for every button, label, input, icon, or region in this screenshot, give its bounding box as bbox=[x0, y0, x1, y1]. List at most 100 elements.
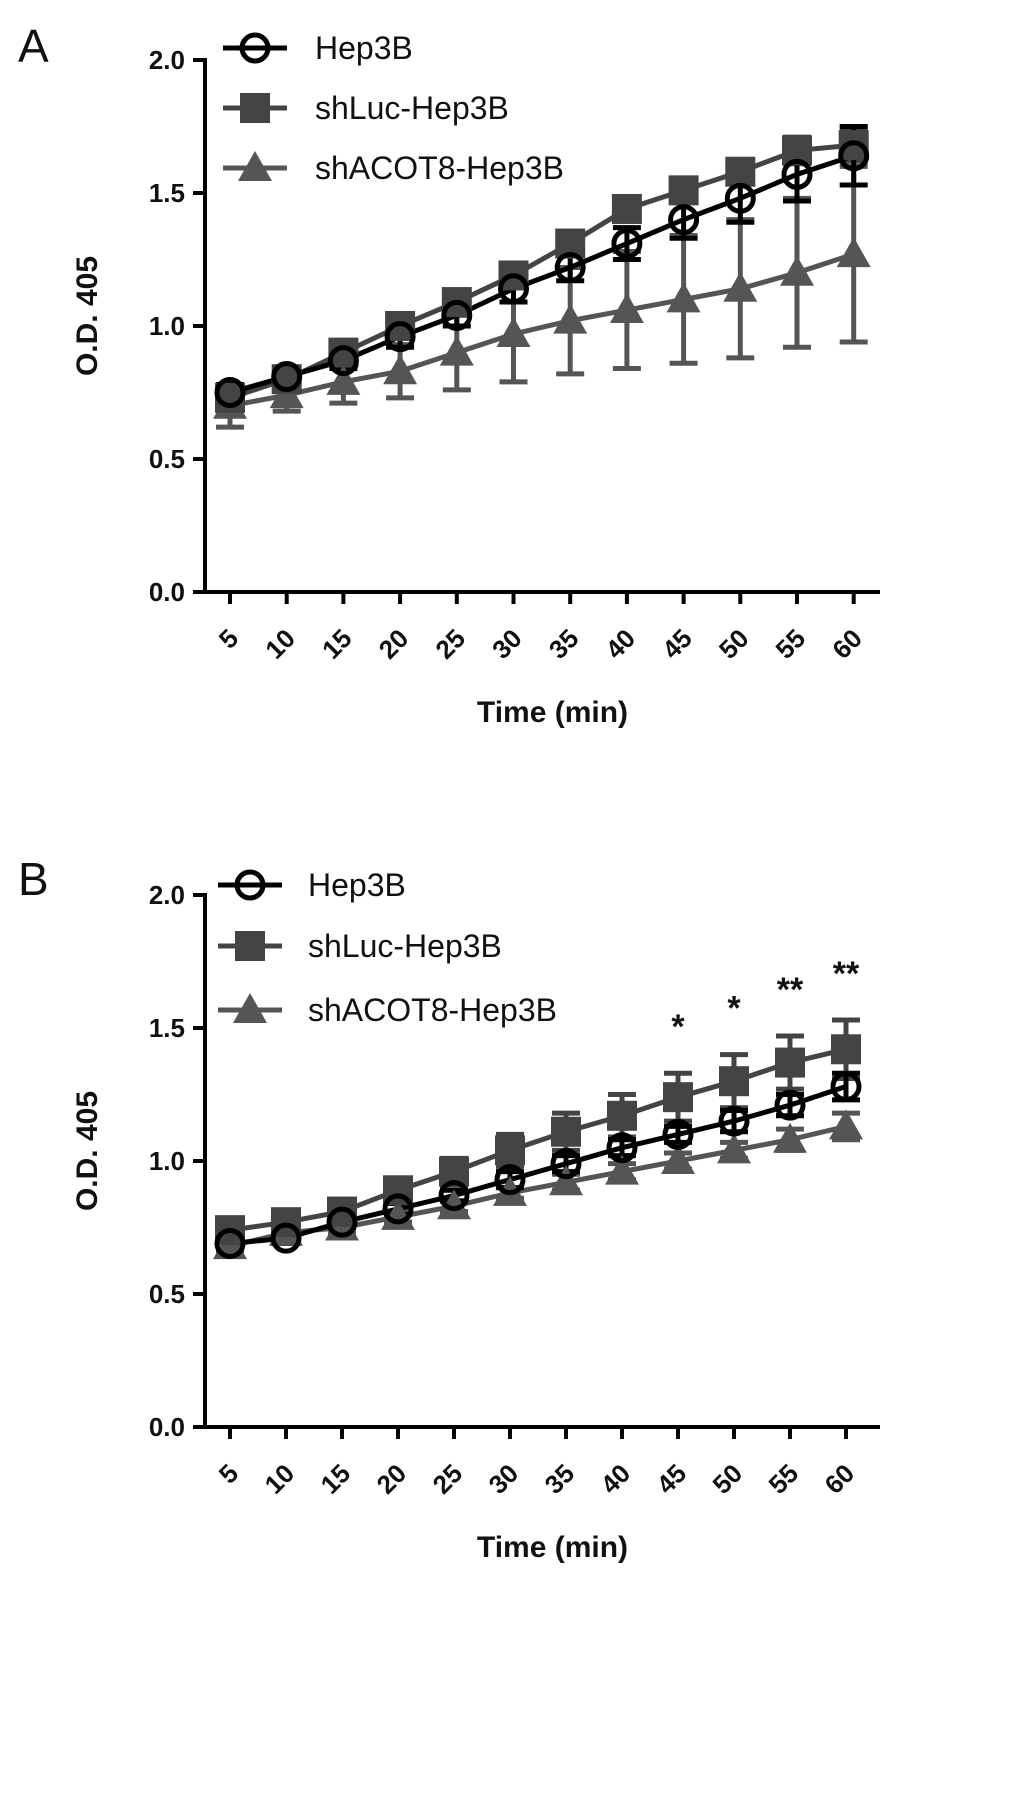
data-point-circle bbox=[611, 228, 643, 260]
x-tick-label: 55 bbox=[770, 623, 812, 665]
x-tick-label: 45 bbox=[656, 623, 698, 665]
panel-letter: B bbox=[18, 853, 49, 905]
x-tick-label: 10 bbox=[259, 1458, 301, 1500]
data-point-circle bbox=[384, 321, 416, 353]
legend-label: shACOT8-Hep3B bbox=[308, 992, 557, 1028]
data-point-circle bbox=[382, 1193, 414, 1225]
legend-item: shACOT8-Hep3B bbox=[218, 992, 557, 1028]
legend-marker bbox=[239, 32, 271, 64]
x-tick-label: 60 bbox=[819, 1458, 861, 1500]
markers-shacot8-hep3b bbox=[213, 1109, 863, 1260]
x-tick-label: 60 bbox=[826, 623, 868, 665]
data-point-square bbox=[725, 156, 756, 187]
data-point-square bbox=[495, 1135, 525, 1166]
data-point-square bbox=[607, 1100, 637, 1131]
x-tick-label: 35 bbox=[539, 1458, 581, 1500]
data-point-triangle bbox=[661, 1144, 695, 1174]
data-point-circle bbox=[270, 1222, 302, 1254]
x-tick-label: 5 bbox=[213, 1458, 244, 1489]
x-tick-label: 20 bbox=[373, 623, 415, 665]
legend-item: shLuc-Hep3B bbox=[223, 90, 509, 126]
x-tick-label: 40 bbox=[595, 1458, 637, 1500]
data-point-circle bbox=[830, 1071, 862, 1103]
data-point-triangle bbox=[549, 1165, 583, 1196]
y-tick-label: 1.0 bbox=[149, 1146, 185, 1176]
legend: Hep3B shLuc-Hep3B shACOT8-Hep3B bbox=[223, 30, 564, 186]
y-tick-label: 0.0 bbox=[149, 577, 185, 607]
x-tick-label: 15 bbox=[316, 623, 358, 665]
data-point-circle bbox=[214, 377, 246, 408]
y-axis-title: O.D. 405 bbox=[71, 256, 104, 376]
data-point-square bbox=[611, 193, 642, 224]
legend-marker bbox=[240, 93, 270, 123]
y-tick-label: 0.5 bbox=[149, 1279, 185, 1309]
x-tick-label: 50 bbox=[707, 1458, 749, 1500]
y-axis-title: O.D. 405 bbox=[71, 1091, 104, 1211]
data-point-triangle bbox=[717, 1133, 751, 1164]
y-tick-label: 2.0 bbox=[149, 880, 185, 910]
data-point-triangle bbox=[829, 1109, 863, 1140]
data-point-circle bbox=[498, 273, 529, 305]
legend-item: shLuc-Hep3B bbox=[218, 928, 502, 964]
chart-panel-b: B 0.0 0.5 1.0 1.5 2.0 5 10 15 20 25 30 35 40 45 50 55 60 T… bbox=[18, 853, 880, 1564]
data-point-triangle bbox=[773, 1122, 807, 1153]
y-tick-label: 1.0 bbox=[149, 311, 185, 341]
markers-hep3b bbox=[214, 1071, 862, 1259]
legend-label: shLuc-Hep3B bbox=[308, 928, 502, 964]
legend-item: shACOT8-Hep3B bbox=[223, 150, 564, 186]
data-point-square bbox=[668, 175, 699, 206]
series-shluc-hep3b bbox=[216, 1017, 860, 1238]
legend-label: shLuc-Hep3B bbox=[315, 90, 509, 126]
significance-marker: ** bbox=[833, 955, 860, 993]
data-point-square bbox=[775, 1047, 805, 1078]
x-tick-label: 10 bbox=[259, 623, 301, 665]
data-point-circle bbox=[724, 182, 756, 214]
series-line bbox=[229, 153, 855, 395]
data-point-square bbox=[551, 1116, 581, 1147]
legend-marker bbox=[235, 931, 265, 961]
data-point-triangle bbox=[836, 237, 871, 268]
series-shacot8-hep3b bbox=[216, 163, 868, 430]
data-point-circle bbox=[774, 1089, 806, 1121]
series-line bbox=[229, 1084, 847, 1246]
y-tick-label: 1.5 bbox=[149, 178, 185, 208]
x-axis-title: Time (min) bbox=[477, 1531, 628, 1564]
x-tick-label: 40 bbox=[599, 623, 641, 665]
legend-marker bbox=[234, 869, 266, 901]
legend: Hep3B shLuc-Hep3B shACOT8-Hep3B bbox=[218, 867, 557, 1028]
data-point-circle bbox=[441, 299, 473, 331]
legend-item: Hep3B bbox=[218, 867, 406, 903]
data-point-circle bbox=[606, 1132, 638, 1164]
significance-marker: * bbox=[671, 1008, 685, 1046]
x-tick-label: 50 bbox=[713, 623, 755, 665]
data-point-circle bbox=[718, 1105, 750, 1137]
data-point-triangle bbox=[381, 1199, 415, 1230]
legend-label: shACOT8-Hep3B bbox=[315, 150, 564, 186]
data-point-circle bbox=[781, 158, 813, 190]
x-tick-label: 30 bbox=[483, 1458, 525, 1500]
data-point-circle bbox=[494, 1164, 526, 1196]
legend-marker bbox=[238, 151, 272, 181]
x-tick-label: 55 bbox=[763, 1458, 805, 1500]
x-tick-label: 35 bbox=[543, 623, 585, 665]
legend-item: Hep3B bbox=[223, 30, 413, 66]
markers-shacot8-hep3b bbox=[213, 237, 871, 419]
data-point-triangle bbox=[437, 1189, 471, 1220]
data-point-square bbox=[719, 1066, 749, 1097]
data-point-circle bbox=[662, 1118, 694, 1150]
x-tick-label: 20 bbox=[371, 1458, 413, 1500]
markers-hep3b bbox=[214, 140, 870, 408]
significance-marker: * bbox=[727, 990, 741, 1028]
data-point-triangle bbox=[609, 293, 644, 324]
x-tick-label: 45 bbox=[651, 1458, 693, 1500]
data-point-triangle bbox=[780, 255, 814, 286]
series-hep3b bbox=[216, 1070, 860, 1252]
data-point-circle bbox=[550, 1148, 582, 1180]
y-tick-label: 0.5 bbox=[149, 444, 185, 474]
series-line bbox=[229, 1046, 847, 1233]
data-point-circle bbox=[271, 361, 303, 393]
data-point-square bbox=[831, 1034, 861, 1065]
data-point-circle bbox=[838, 140, 870, 172]
data-point-circle bbox=[326, 1206, 358, 1238]
